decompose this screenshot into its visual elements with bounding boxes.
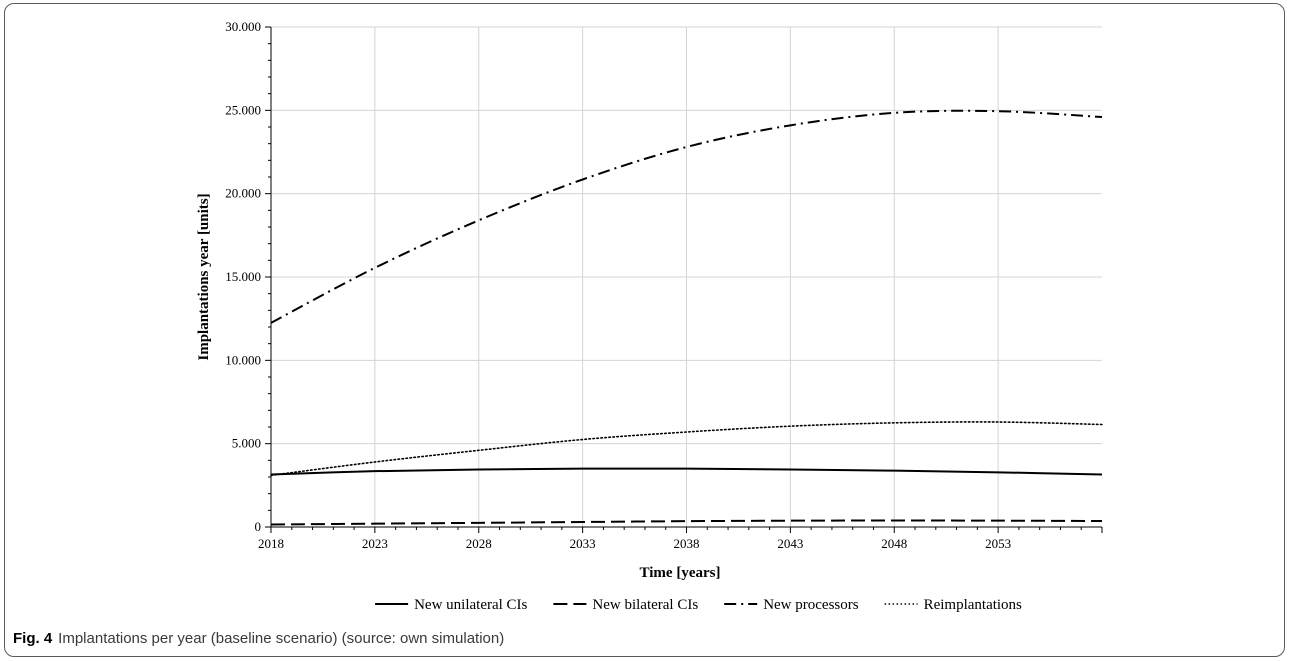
x-tick-label: 2038 xyxy=(674,536,700,551)
legend-label: New processors xyxy=(763,597,859,613)
y-tick-label: 10.000 xyxy=(225,352,261,367)
y-tick-label: 0 xyxy=(255,519,262,534)
figure-label: Fig. 4 xyxy=(13,630,53,647)
legend-label: Reimplantations xyxy=(924,597,1022,613)
legend-item-reimplantations: Reimplantations xyxy=(884,597,1022,613)
legend-item-new-unilateral-cis: New unilateral CIs xyxy=(375,597,528,613)
tick-labels: 0 5.000 10.000 15.000 20.000 25.000 30.000 2018… xyxy=(225,19,1011,551)
y-tick-label: 30.000 xyxy=(225,19,261,34)
legend-item-new-processors: New processors xyxy=(724,597,859,613)
grid xyxy=(271,26,1102,527)
y-tick-label: 25.000 xyxy=(225,102,261,117)
legend-label: New unilateral CIs xyxy=(414,597,527,613)
figure-frame xyxy=(4,3,1285,657)
caption-text: Implantations per year (baseline scenari… xyxy=(58,630,505,647)
x-tick-label: 2043 xyxy=(777,536,803,551)
series xyxy=(270,109,1103,526)
x-tick-label: 2048 xyxy=(881,536,907,551)
legend-item-new-bilateral-cis: New bilateral CIs xyxy=(553,597,698,613)
series-line-new-processors xyxy=(270,109,1103,324)
y-tick-label: 20.000 xyxy=(225,186,261,201)
y-tick-label: 5.000 xyxy=(232,436,261,451)
x-tick-label: 2028 xyxy=(466,536,492,551)
legend: New unilateral CIs New bilateral CIs New p… xyxy=(375,597,1022,613)
series-line-new-unilateral-cis xyxy=(270,467,1103,476)
figure-caption: Fig. 4 Implantations per year (baseline s… xyxy=(13,630,504,647)
axes xyxy=(265,26,1103,533)
x-tick-label: 2033 xyxy=(570,536,596,551)
x-axis-title: Time [years] xyxy=(640,565,721,581)
x-tick-label: 2023 xyxy=(362,536,388,551)
y-axis-title: Implantations year [units] xyxy=(196,193,212,360)
x-tick-label: 2018 xyxy=(258,536,284,551)
series-line-reimplantations xyxy=(270,421,1103,477)
x-tick-label: 2053 xyxy=(985,536,1011,551)
y-tick-label: 15.000 xyxy=(225,269,261,284)
legend-label: New bilateral CIs xyxy=(592,597,698,613)
